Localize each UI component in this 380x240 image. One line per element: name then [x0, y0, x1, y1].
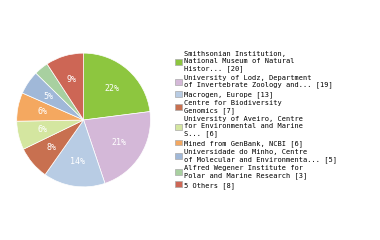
- Wedge shape: [17, 93, 84, 121]
- Wedge shape: [84, 53, 150, 120]
- Wedge shape: [17, 120, 84, 149]
- Wedge shape: [24, 120, 84, 175]
- Text: 6%: 6%: [38, 125, 48, 134]
- Text: 8%: 8%: [46, 143, 57, 152]
- Wedge shape: [36, 64, 84, 120]
- Text: 9%: 9%: [66, 75, 77, 84]
- Text: 6%: 6%: [37, 107, 47, 116]
- Wedge shape: [47, 53, 84, 120]
- Text: 22%: 22%: [104, 84, 119, 93]
- Text: 14%: 14%: [70, 157, 85, 166]
- Wedge shape: [22, 73, 84, 120]
- Wedge shape: [84, 112, 150, 183]
- Text: 21%: 21%: [112, 138, 127, 147]
- Legend: Smithsonian Institution,
National Museum of Natural
Histor... [20], University o: Smithsonian Institution, National Museum…: [174, 50, 339, 190]
- Wedge shape: [45, 120, 105, 187]
- Text: 5%: 5%: [44, 92, 54, 101]
